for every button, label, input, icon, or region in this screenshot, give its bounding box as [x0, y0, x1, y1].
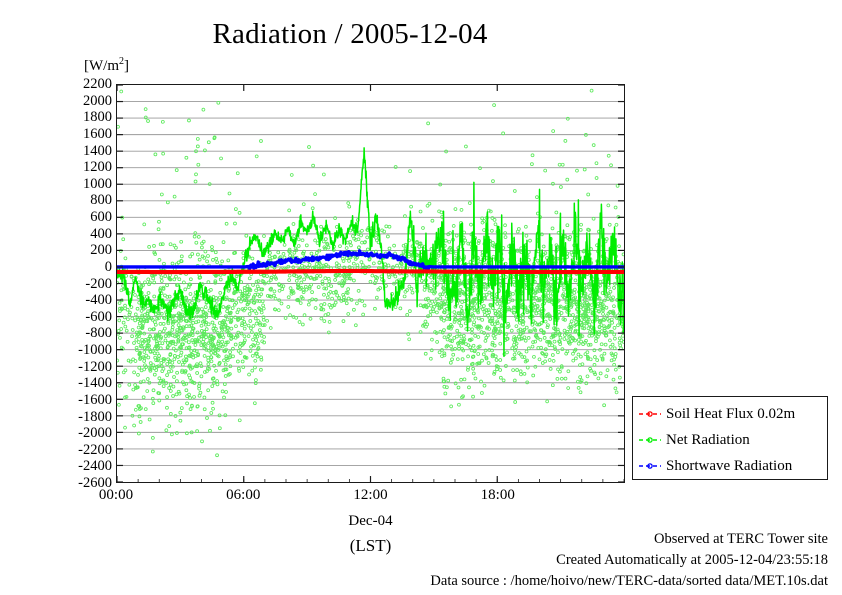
- y-axis-tick-label: 2200: [83, 76, 112, 92]
- y-axis-unit-label: [W/m2]: [84, 56, 129, 75]
- y-axis-tick-label: -2400: [78, 458, 112, 475]
- y-axis-tick-label: -400: [85, 292, 112, 309]
- x-axis-timezone: (LST): [349, 536, 392, 555]
- x-axis-tick-label: 00:00: [98, 487, 134, 503]
- legend-item-label: Shortwave Radiation: [666, 457, 793, 474]
- chart-canvas: [117, 85, 624, 482]
- net-radiation-line: [117, 147, 624, 358]
- legend-item-label: Soil Heat Flux 0.02m: [666, 405, 796, 422]
- shortwave-radiation-line: [117, 249, 624, 271]
- y-axis-tick-label: -200: [85, 275, 112, 292]
- y-axis-tick-label: -2200: [78, 441, 112, 458]
- footer-data-source: Data source : /home/hoivo/new/TERC-data/…: [430, 573, 828, 589]
- y-axis-tick-label: 1000: [83, 175, 112, 192]
- y-axis-tick-label: -1000: [78, 342, 112, 358]
- x-axis-tick-labels: 00:00 06:00 12:00 18:00: [99, 487, 625, 509]
- y-axis-tick-label: -1200: [78, 358, 112, 375]
- x-axis-tick-label: 12:00: [353, 487, 388, 503]
- legend-color-swatch-icon: [639, 460, 661, 472]
- x-axis-tick-label: 18:00: [480, 487, 515, 503]
- y-axis-tick-label: 400: [90, 225, 112, 242]
- y-axis-tick-label: 1400: [83, 142, 112, 159]
- y-axis-tick-label: -2000: [78, 425, 112, 442]
- y-axis-tick-label: 800: [90, 192, 112, 209]
- chart-legend: Soil Heat Flux 0.02m Net Radiation Shortwa…: [632, 396, 828, 480]
- y-axis-tick-label: 1800: [83, 109, 112, 126]
- y-axis-tick-labels: 2200 2000 1800 1600 1400 1200 1000 800 600 400 200…: [46, 77, 112, 490]
- y-axis-tick-label: 2000: [83, 92, 112, 109]
- y-axis-tick-label: -800: [85, 325, 112, 342]
- y-axis-tick-label: -2600: [78, 475, 112, 491]
- y-axis-tick-label: 1600: [83, 125, 112, 142]
- x-axis-tick-label: 06:00: [226, 487, 261, 503]
- page-title: Radiation / 2005-12-04: [212, 18, 488, 50]
- plot-area: [116, 84, 625, 483]
- y-axis-tick-label: 600: [90, 209, 112, 225]
- legend-item[interactable]: Net Radiation: [639, 427, 827, 453]
- y-axis-unit-suffix: ]: [124, 58, 129, 74]
- soil-heat-flux-line: [117, 268, 624, 275]
- y-axis-tick-label: -1400: [78, 375, 112, 392]
- axis-ticks: [117, 85, 624, 482]
- y-axis-unit-prefix: [W/m: [84, 58, 119, 74]
- y-axis-tick-label: -1800: [78, 408, 112, 425]
- legend-color-swatch-icon: [639, 434, 661, 446]
- legend-item[interactable]: Soil Heat Flux 0.02m: [639, 401, 827, 427]
- legend-item[interactable]: Shortwave Radiation: [639, 453, 827, 479]
- y-axis-unit-exponent: 2: [119, 56, 124, 67]
- y-axis-tick-label: 0: [104, 258, 112, 275]
- legend-color-swatch-icon: [639, 408, 661, 420]
- y-axis-tick-label: 200: [90, 242, 112, 259]
- legend-item-label: Net Radiation: [666, 431, 750, 448]
- y-axis-tick-label: -1600: [78, 391, 112, 408]
- y-axis-tick-label: 1200: [83, 159, 112, 176]
- y-axis-tick-label: -600: [85, 308, 112, 325]
- footer-observed-at: Observed at TERC Tower site: [653, 531, 828, 547]
- footer-created-at: Created Automatically at 2005-12-04/23:5…: [556, 552, 828, 568]
- x-axis-name: Dec-04: [348, 513, 393, 529]
